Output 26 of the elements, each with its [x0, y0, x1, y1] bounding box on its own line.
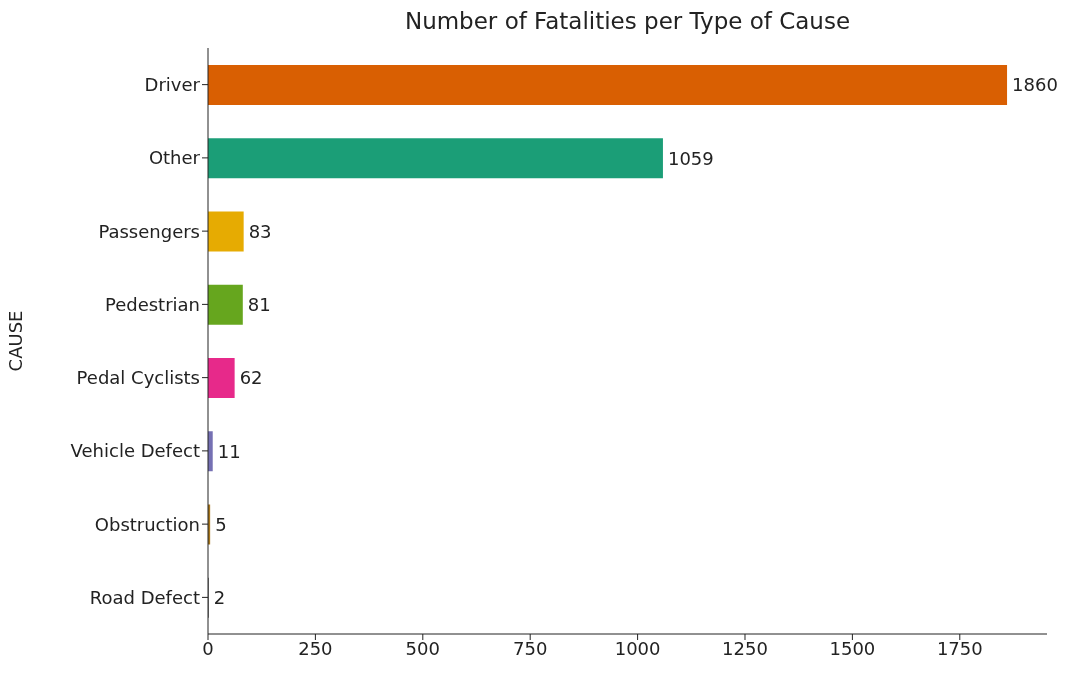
data-label: 83: [248, 220, 272, 242]
x-tick-label: 1750: [936, 637, 983, 659]
y-tick-label: Other: [148, 147, 201, 169]
y-tick-label: Pedestrian: [104, 293, 200, 315]
x-tick-label: 500: [405, 637, 440, 659]
x-tick-label: 750: [513, 637, 548, 659]
x-tick-label: 0: [202, 637, 214, 659]
x-tick-label: 250: [298, 637, 333, 659]
data-label: 81: [247, 294, 271, 316]
y-tick-label: Driver: [144, 74, 201, 96]
y-tick-label: Vehicle Defect: [70, 440, 200, 462]
x-tick-label: 1250: [722, 637, 768, 659]
y-tick-label: Road Defect: [89, 586, 200, 608]
chart-title: Number of Fatalities per Type of Cause: [403, 8, 852, 36]
y-tick-label: Obstruction: [94, 513, 200, 535]
x-tick-label: 1500: [829, 637, 876, 659]
data-label: 1059: [667, 147, 714, 169]
data-label: 1860: [1012, 74, 1058, 96]
y-axis-title: CAUSE: [5, 310, 27, 372]
data-label: 2: [213, 587, 226, 609]
data-label: 62: [239, 367, 263, 389]
data-label: 11: [217, 440, 241, 462]
x-tick-label: 1000: [614, 637, 661, 659]
y-tick-label: Passengers: [98, 220, 200, 242]
data-label: 5: [215, 513, 227, 535]
y-tick-label: Pedal Cyclists: [76, 367, 200, 389]
